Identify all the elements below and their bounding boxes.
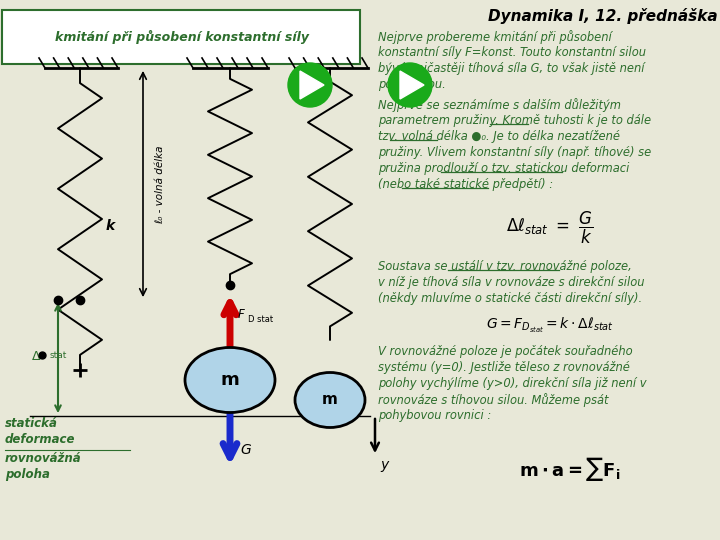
Circle shape xyxy=(388,63,432,107)
Text: V rovnovážné poloze je počátek souřadného: V rovnovážné poloze je počátek souřadnéh… xyxy=(378,345,633,358)
Text: Soustava se ustálí v tzv. rovnovážné poloze,: Soustava se ustálí v tzv. rovnovážné pol… xyxy=(378,260,631,273)
Text: Dynamika I, 12. přednáška: Dynamika I, 12. přednáška xyxy=(488,8,718,24)
Text: pružiny. Vlivem konstantní síly (např. tíhové) se: pružiny. Vlivem konstantní síly (např. t… xyxy=(378,146,652,159)
Text: Nejprve probereme kmitání při působení: Nejprve probereme kmitání při působení xyxy=(378,30,612,44)
Text: kmitání při působení konstantní síly: kmitání při působení konstantní síly xyxy=(55,30,309,44)
Text: (nebo také statické předpětí) :: (nebo také statické předpětí) : xyxy=(378,178,553,191)
Text: polohy vychýlíme (y>0), direkční síla již není v: polohy vychýlíme (y>0), direkční síla ji… xyxy=(378,377,647,390)
Text: ℓ₀ - volná délka: ℓ₀ - volná délka xyxy=(155,146,165,224)
Text: bývá nejčastěji tíhová síla G, to však jistě není: bývá nejčastěji tíhová síla G, to však j… xyxy=(378,62,644,75)
Text: y: y xyxy=(380,458,388,472)
Polygon shape xyxy=(300,71,324,99)
Text: pohybovou rovnici :: pohybovou rovnici : xyxy=(378,409,491,422)
Text: (někdy mluvíme o statické části direkční síly).: (někdy mluvíme o statické části direkční… xyxy=(378,292,642,305)
Text: G: G xyxy=(240,443,251,457)
Text: $\Delta\ell_{stat}\ =\ \dfrac{G}{k}$: $\Delta\ell_{stat}\ =\ \dfrac{G}{k}$ xyxy=(506,210,593,246)
Text: m: m xyxy=(220,371,239,389)
Text: stat: stat xyxy=(50,351,68,360)
Polygon shape xyxy=(400,71,424,99)
Text: D stat: D stat xyxy=(248,315,273,325)
Text: deformace: deformace xyxy=(5,433,76,446)
Text: rovnovážná: rovnovážná xyxy=(5,452,81,465)
Text: Nejprve se seznámíme s dalším důležitým: Nejprve se seznámíme s dalším důležitým xyxy=(378,98,621,112)
Ellipse shape xyxy=(185,348,275,413)
Text: k: k xyxy=(106,219,115,233)
Text: poloha: poloha xyxy=(5,468,50,481)
Text: $G = F_{D_{stat}} = k \cdot \Delta\ell_{stat}$: $G = F_{D_{stat}} = k \cdot \Delta\ell_{… xyxy=(486,316,614,335)
Text: $\mathbf{m \cdot a = \sum F_i}$: $\mathbf{m \cdot a = \sum F_i}$ xyxy=(519,455,621,483)
Text: podmínkou.: podmínkou. xyxy=(378,78,446,91)
Text: parametrem pružiny. Kromě tuhosti k je to dále: parametrem pružiny. Kromě tuhosti k je t… xyxy=(378,114,651,127)
Text: konstantní síly F=konst. Touto konstantní silou: konstantní síly F=konst. Touto konstantn… xyxy=(378,46,646,59)
Text: Δ: Δ xyxy=(32,350,40,363)
Text: m: m xyxy=(322,393,338,408)
Circle shape xyxy=(288,63,332,107)
Text: rovnováze s tíhovou silou. Můžeme psát: rovnováze s tíhovou silou. Můžeme psát xyxy=(378,393,608,407)
FancyBboxPatch shape xyxy=(2,10,360,64)
Text: systému (y=0). Jestliže těleso z rovnovážné: systému (y=0). Jestliže těleso z rovnová… xyxy=(378,361,630,374)
Text: statická: statická xyxy=(5,417,58,430)
Ellipse shape xyxy=(295,373,365,428)
Text: tzv. volná délka ●₀. Je to délka nezatížené: tzv. volná délka ●₀. Je to délka nezatíž… xyxy=(378,130,620,143)
Text: F: F xyxy=(238,308,245,321)
Text: v níž je tíhová síla v rovnováze s direkční silou: v níž je tíhová síla v rovnováze s direk… xyxy=(378,276,644,289)
Text: pružina prodlouží o tzv. statickou deformaci: pružina prodlouží o tzv. statickou defor… xyxy=(378,162,629,175)
